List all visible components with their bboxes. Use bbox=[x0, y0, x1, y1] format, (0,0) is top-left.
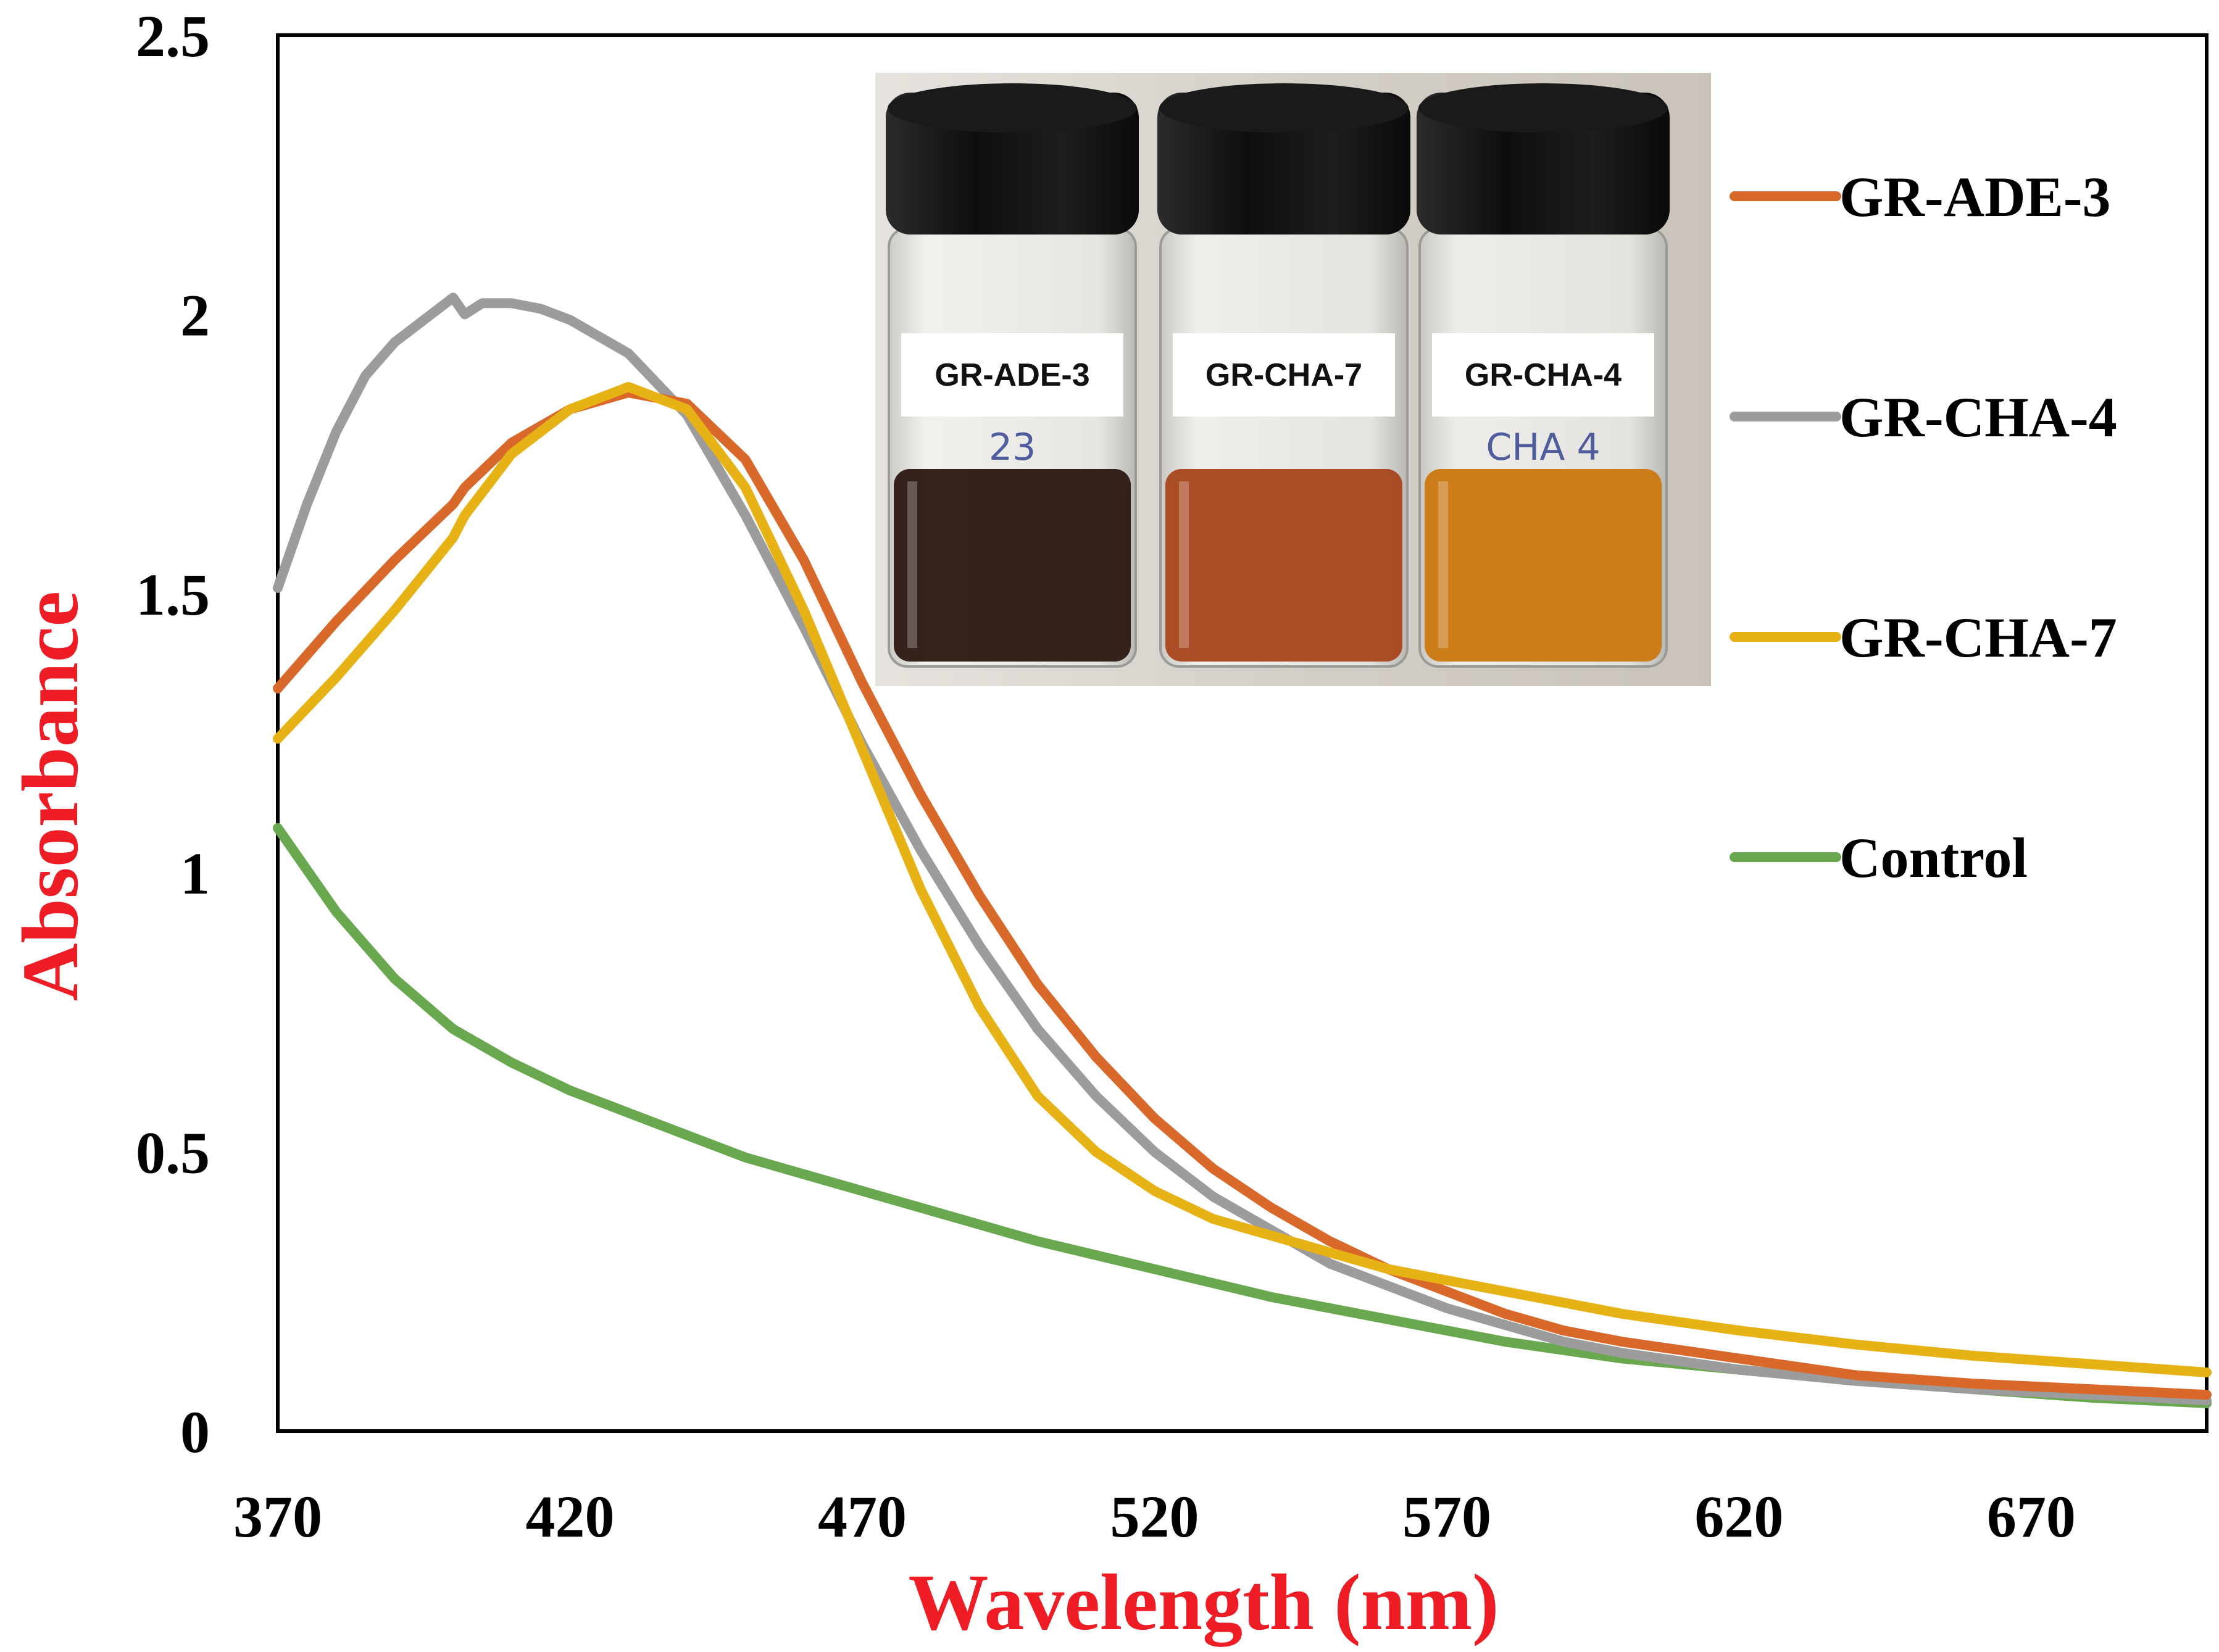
y-tick-label: 1 bbox=[180, 841, 210, 907]
vial-gr-ade-3: 23 GR-ADE-3 bbox=[886, 83, 1139, 668]
legend-entry-gr-cha-4: GR-CHA-4 bbox=[1730, 386, 2117, 449]
y-tick-label: 2 bbox=[180, 282, 210, 348]
legend-label: GR-CHA-7 bbox=[1839, 606, 2117, 669]
vial-label-card bbox=[1432, 333, 1654, 417]
legend-entry-gr-ade-3: GR-ADE-3 bbox=[1730, 165, 2111, 228]
vial-handwriting: 23 bbox=[989, 426, 1036, 469]
y-tick-label: 0 bbox=[180, 1399, 210, 1465]
x-tick-label: 470 bbox=[818, 1484, 907, 1550]
vial-highlight bbox=[1438, 481, 1448, 648]
vial-highlight bbox=[1179, 481, 1189, 648]
legend-label: GR-CHA-4 bbox=[1839, 386, 2117, 449]
x-tick-label: 570 bbox=[1402, 1484, 1491, 1550]
x-axis-ticks: 370 420 470 520 570 620 670 bbox=[233, 1484, 2076, 1550]
series-line-gr-cha-7 bbox=[273, 382, 2212, 1377]
vial-liquid bbox=[1165, 469, 1402, 662]
vial-cap-top bbox=[1159, 83, 1409, 133]
y-axis-title: Absorbance bbox=[6, 591, 95, 1001]
x-axis-title: Wavelength (nm) bbox=[909, 1558, 1499, 1647]
vial-label-card bbox=[901, 333, 1123, 417]
vial-label: GR-ADE-3 bbox=[935, 357, 1089, 393]
legend-label: GR-ADE-3 bbox=[1839, 165, 2111, 228]
legend: GR-ADE-3 GR-CHA-4 GR-CHA-7 Control bbox=[1730, 165, 2117, 889]
y-tick-label: 0.5 bbox=[136, 1120, 210, 1186]
y-tick-label: 1.5 bbox=[136, 562, 210, 628]
x-tick-label: 620 bbox=[1694, 1484, 1783, 1550]
x-tick-label: 520 bbox=[1110, 1484, 1199, 1550]
series-layer bbox=[273, 293, 2212, 1408]
vial-handwriting: CHA 4 bbox=[1486, 426, 1600, 469]
x-tick-label: 670 bbox=[1987, 1484, 2076, 1550]
legend-label: Control bbox=[1839, 826, 2028, 889]
series-line-gr-cha-4 bbox=[273, 293, 2212, 1406]
vial-label: GR-CHA-7 bbox=[1205, 357, 1362, 393]
x-tick-label: 420 bbox=[525, 1484, 614, 1550]
y-tick-label: 2.5 bbox=[136, 3, 210, 69]
inset-photo: 23 GR-ADE-3 GR-CHA-7 CHA 4 GR-CHA-4 bbox=[875, 73, 1711, 686]
x-tick-label: 370 bbox=[233, 1484, 322, 1550]
vial-liquid bbox=[1425, 469, 1662, 662]
vial-label: GR-CHA-4 bbox=[1465, 357, 1622, 393]
vial-cap-top bbox=[1418, 83, 1668, 133]
vial-gr-cha-7: GR-CHA-7 bbox=[1157, 83, 1410, 668]
legend-entry-control: Control bbox=[1730, 826, 2028, 889]
vial-cap-top bbox=[888, 83, 1137, 133]
vial-highlight bbox=[907, 481, 917, 648]
vial-liquid bbox=[894, 469, 1131, 662]
series-line-gr-ade-3 bbox=[273, 388, 2212, 1400]
y-axis-ticks: 0 0.5 1 1.5 2 2.5 bbox=[136, 3, 210, 1465]
legend-entry-gr-cha-7: GR-CHA-7 bbox=[1730, 606, 2117, 669]
vial-label-card bbox=[1173, 333, 1395, 417]
vial-gr-cha-4: CHA 4 GR-CHA-4 bbox=[1417, 83, 1670, 668]
